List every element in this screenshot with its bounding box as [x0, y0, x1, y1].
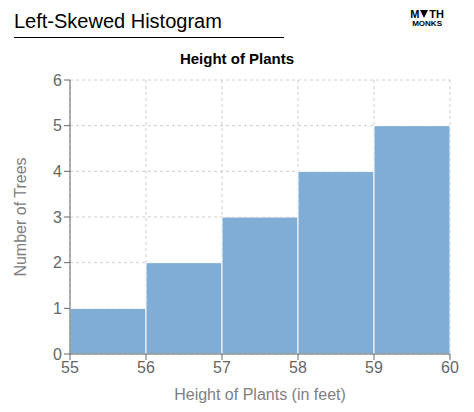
- svg-text:0: 0: [53, 346, 62, 363]
- svg-text:56: 56: [137, 359, 155, 376]
- html-text:M: M: [410, 8, 420, 20]
- svg-text:Number of Trees: Number of Trees: [12, 157, 29, 276]
- svg-text:2: 2: [53, 254, 62, 271]
- svg-text:60: 60: [441, 359, 459, 376]
- svg-text:55: 55: [61, 359, 79, 376]
- svg-text:58: 58: [289, 359, 307, 376]
- svg-text:5: 5: [53, 117, 62, 134]
- svg-text:4: 4: [53, 163, 62, 180]
- svg-text:6: 6: [53, 72, 62, 89]
- svg-text:3: 3: [53, 209, 62, 226]
- html-text:Left-Skewed Histogram: Left-Skewed Histogram: [14, 10, 222, 32]
- svg-text:1: 1: [53, 300, 62, 317]
- svg-text:57: 57: [213, 359, 231, 376]
- html-text:MONKS: MONKS: [412, 19, 442, 29]
- svg-text:Height of Plants (in feet): Height of Plants (in feet): [174, 386, 346, 403]
- html-text:Height of Plants: Height of Plants: [179, 50, 295, 67]
- html-text:TH: TH: [429, 8, 444, 20]
- svg-text:59: 59: [365, 359, 383, 376]
